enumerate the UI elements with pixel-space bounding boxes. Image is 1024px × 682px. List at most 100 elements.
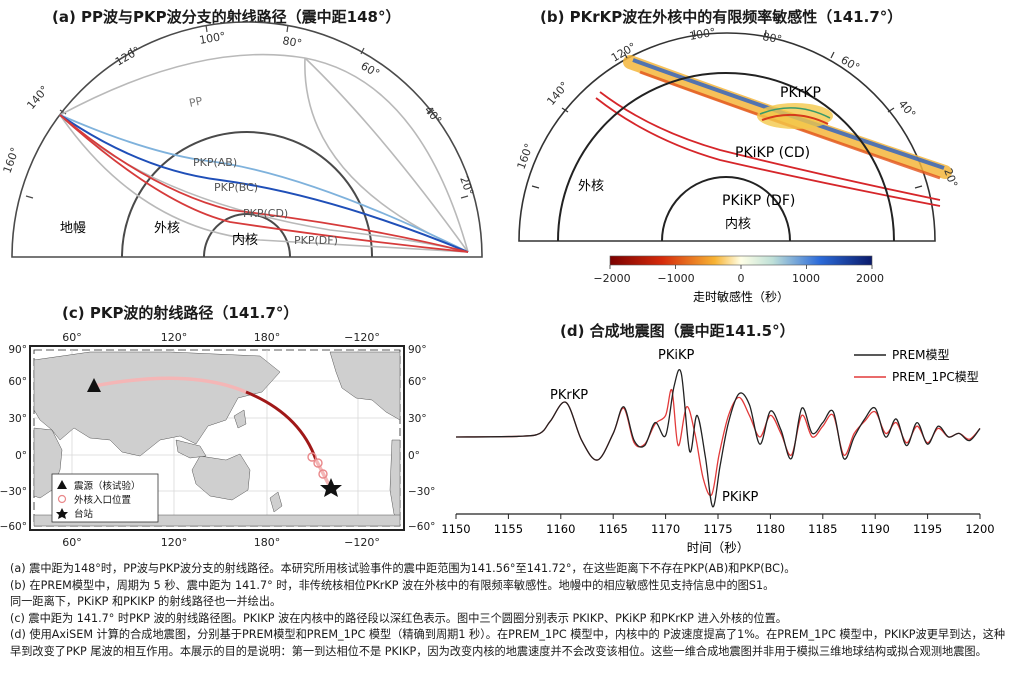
b-label-pkikp-df: PKiKP (DF) <box>722 193 795 209</box>
lon-bottom-60: 60° <box>62 536 82 549</box>
phase-label-pkrkp: PKrKP <box>550 388 588 403</box>
caption-d: (d) 使用AxiSEM 计算的合成地震图，分别基于PREM模型和PREM_1P… <box>10 628 1006 658</box>
colorbar-tick-1000: 1000 <box>792 272 820 285</box>
lat-right-90: 90° <box>408 344 427 356</box>
panel-c-title: (c) PKP波的射线路径（141.7°） <box>62 304 299 322</box>
pkp-cd-ray <box>59 114 469 253</box>
inner-core-boundary <box>203 213 291 258</box>
a-label-outer-core: 外核 <box>154 221 180 236</box>
japan <box>233 409 247 429</box>
b-angle-100: 100° <box>688 26 716 43</box>
pkp-df-ray <box>59 114 469 253</box>
b-label-pkikp-cd: PKiKP (CD) <box>735 145 810 161</box>
sensitivity-colorbar <box>609 255 873 266</box>
lat-right-60: 60° <box>408 376 427 388</box>
colorbar-tick-2000: 2000 <box>856 272 884 285</box>
pkrkp-green-contour <box>759 107 831 119</box>
lat-left-m30: −30° <box>0 486 27 498</box>
x-tick-label: 1150 <box>441 522 470 536</box>
caption-c: (c) 震中距为 141.7° 时PKP 波的射线路径图。PKIKP 波在内核中… <box>10 611 787 625</box>
a-label-pkp-ab: PKP(AB) <box>193 156 237 169</box>
lon-bottom-m120: −120° <box>344 536 380 549</box>
x-tick-label: 1155 <box>494 522 523 536</box>
lon-top-m120: −120° <box>344 331 380 344</box>
panel-a-title: (a) PP波与PKP波分支的射线路径（震中距148°） <box>52 8 401 26</box>
panel-b-sensitivity-diagram: 160° 140° 120° 100° 80° 60° 40° 20° PKrK… <box>515 26 960 304</box>
station-star <box>320 478 342 497</box>
source-triangle <box>87 378 101 392</box>
colorbar-tick-n2000: −2000 <box>593 272 630 285</box>
lat-right-30: 30° <box>408 413 427 425</box>
x-axis-label: 时间（秒） <box>687 540 750 555</box>
indonesia <box>175 439 207 459</box>
x-tick-label: 1170 <box>651 522 680 536</box>
lon-top-60: 60° <box>62 331 82 344</box>
series-line-prem <box>455 368 981 508</box>
new-zealand <box>269 491 283 513</box>
a-angle-100: 100° <box>198 30 226 47</box>
b-label-inner-core: 内核 <box>725 216 751 232</box>
phase-label-pkikp-top: PKiKP <box>658 348 695 363</box>
x-tick-label: 1160 <box>546 522 575 536</box>
b-label-outer-core: 外核 <box>578 179 604 194</box>
lat-left-90: 90° <box>8 344 27 356</box>
b-angle-140: 140° <box>544 79 571 108</box>
north-america <box>329 351 401 421</box>
x-tick-label: 1180 <box>756 522 785 536</box>
phase-label-pkikp-bottom: PKiKP <box>722 490 759 505</box>
legend-prem-label: PREM模型 <box>892 348 950 362</box>
lat-right-m30: −30° <box>408 486 435 498</box>
pkp-bc-ray <box>59 114 469 253</box>
x-tick-label: 1185 <box>808 522 837 536</box>
legend-station-label: 台站 <box>74 508 94 520</box>
colorbar-ticks <box>609 265 873 269</box>
legend-entry-icon <box>57 494 67 504</box>
panel-c-map: 震源（核试验） 外核入口位置 台站 60° 120° 180° −120° 60… <box>0 331 435 549</box>
b-inner-core-boundary <box>661 176 791 242</box>
figure-caption: (a) 震中距为148°时，PP波与PKP波分支的射线路径。本研究所用核试验事件… <box>10 561 1016 661</box>
a-label-inner-core: 内核 <box>232 232 258 248</box>
b-angle-80: 80° <box>761 30 782 46</box>
caption-b2: 同一距离下，PKiKP 和PKIKP 的射线路径也一并绘出。 <box>10 595 282 609</box>
a-label-pkp-df: PKP(DF) <box>294 234 338 247</box>
colorbar-tick-0: 0 <box>738 272 745 285</box>
core-mantle-boundary <box>121 131 373 258</box>
lat-left-0: 0° <box>15 450 27 462</box>
lat-left-60: 60° <box>8 376 27 388</box>
panel-d-title: (d) 合成地震图（震中距141.5°） <box>560 322 795 340</box>
eurasia <box>33 351 281 457</box>
lon-top-120: 120° <box>161 331 188 344</box>
panel-b-title: (b) PKrKP波在外核中的有限频率敏感性（141.7°） <box>540 8 903 26</box>
seismogram-traces <box>455 368 981 508</box>
b-label-pkrkp: PKrKP <box>780 85 821 101</box>
pkp-ab-ray <box>59 114 469 253</box>
core-entry-circle-1 <box>307 452 317 462</box>
caption-b1: (b) 在PREM模型中，周期为 5 秒、震中距为 141.7° 时，非传统核相… <box>10 578 775 592</box>
x-tick-label: 1195 <box>913 522 942 536</box>
a-label-pkp-bc: PKP(BC) <box>214 181 258 194</box>
colorbar-label: 走时敏感性（秒） <box>693 289 789 304</box>
a-label-pp: PP <box>188 94 204 110</box>
a-label-mantle: 地幔 <box>60 221 86 236</box>
colorbar-tick-n1000: −1000 <box>657 272 694 285</box>
angle-ticks <box>25 24 469 199</box>
legend-source-label: 震源（核试验） <box>74 480 141 492</box>
earth-surface-outline <box>11 21 483 258</box>
lat-right-0: 0° <box>408 450 420 462</box>
b-core-mantle-boundary <box>557 72 895 242</box>
panel-d-seismogram-chart: 1150 1155 1160 1165 1170 1175 1180 1185 1190 1195… <box>441 348 995 555</box>
ray-path-inner-core <box>245 390 318 461</box>
panel-a-ray-diagram: 160° 140° 120° 100° 80° 60° 40° 20° 地幔 外… <box>1 21 483 258</box>
legend-entry-label: 外核入口位置 <box>74 494 131 506</box>
x-axis-ticks: 1150 1155 1160 1165 1170 1175 1180 1185 1190 1195… <box>441 514 995 536</box>
legend-station-icon <box>56 508 68 519</box>
core-entry-circle-3 <box>318 469 328 479</box>
x-tick-label: 1200 <box>965 522 994 536</box>
x-tick-label: 1165 <box>599 522 628 536</box>
x-tick-label: 1175 <box>703 522 732 536</box>
x-tick-label: 1190 <box>861 522 890 536</box>
lat-right-m60: −60° <box>408 521 435 533</box>
lon-top-180: 180° <box>254 331 281 344</box>
lat-left-30: 30° <box>8 413 27 425</box>
b-angle-ticks <box>531 29 923 189</box>
